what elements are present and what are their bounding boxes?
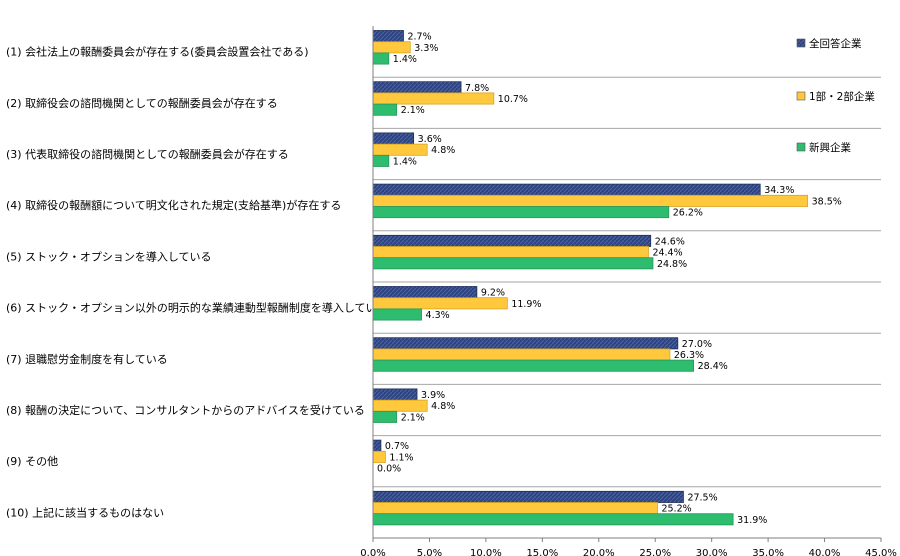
- category-label: (9) その他: [6, 455, 58, 468]
- data-label: 10.7%: [498, 94, 528, 105]
- category-label: (6) ストック・オプション以外の明示的な業績連動型報酬制度を導入している: [6, 301, 388, 315]
- bar: [372, 257, 654, 270]
- bar: [372, 450, 386, 463]
- bar: [372, 502, 658, 515]
- bar: [372, 490, 684, 503]
- data-label: 7.8%: [465, 83, 489, 94]
- data-label: 0.0%: [377, 464, 401, 475]
- x-tick-label: 5.0%: [417, 548, 442, 556]
- bar: [372, 30, 404, 43]
- data-label: 31.9%: [737, 515, 767, 526]
- data-label: 11.9%: [511, 299, 541, 310]
- data-label: 3.3%: [414, 43, 438, 54]
- bar: [372, 234, 652, 247]
- bar: [372, 388, 418, 401]
- x-tick-label: 0.0%: [360, 548, 385, 556]
- data-label: 25.2%: [661, 504, 691, 515]
- bar: [372, 348, 671, 361]
- data-label: 3.6%: [418, 134, 442, 145]
- x-tick-label: 30.0%: [696, 548, 728, 556]
- category-labels: (1) 会社法上の報酬委員会が存在する(委員会設置会社である) (2) 取締役会の…: [6, 45, 388, 520]
- data-label: 0.7%: [385, 441, 409, 452]
- x-tick-label: 15.0%: [526, 548, 558, 556]
- data-label: 2.7%: [407, 32, 431, 43]
- bar: [372, 41, 411, 54]
- bar: [372, 513, 734, 526]
- data-label: 28.4%: [698, 361, 728, 372]
- bar: [372, 132, 415, 145]
- data-label: 4.8%: [431, 145, 455, 156]
- bar: [372, 81, 462, 94]
- bar: [372, 143, 428, 156]
- category-label: (3) 代表取締役の諮問機関としての報酬委員会が存在する: [6, 147, 289, 161]
- category-label: (5) ストック・オプションを導入している: [6, 249, 212, 263]
- value-labels: 2.7% 7.8% 3.6% 34.3% 24.6% 9.2% 27.0% 3.9% 0.7% 2…: [377, 32, 842, 526]
- category-label: (4) 取締役の報酬額について明文化された規定(支給基準)が存在する: [6, 198, 341, 212]
- bar: [372, 286, 478, 299]
- bar: [372, 206, 670, 219]
- category-label: (7) 退職慰労金制度を有している: [6, 352, 168, 366]
- category-label: (10) 上記に該当するものはない: [6, 505, 164, 519]
- legend-label: 新興企業: [809, 141, 851, 154]
- legend-swatch: [796, 142, 806, 152]
- data-label: 1.4%: [393, 156, 417, 167]
- data-label: 38.5%: [812, 196, 842, 207]
- x-tick-label: 25.0%: [639, 548, 671, 556]
- bar: [372, 154, 390, 167]
- bars: [372, 30, 809, 526]
- category-label: (2) 取締役会の諮問機関としての報酬委員会が存在する: [6, 96, 278, 110]
- x-tick-label: 40.0%: [809, 548, 841, 556]
- data-label: 4.8%: [431, 401, 455, 412]
- x-tick-label: 20.0%: [583, 548, 615, 556]
- x-tick-label: 45.0%: [865, 548, 897, 556]
- data-label: 26.2%: [673, 208, 703, 219]
- bar: [372, 246, 649, 259]
- data-label: 2.1%: [401, 412, 425, 423]
- data-label: 1.1%: [389, 452, 413, 463]
- bar: [372, 52, 390, 65]
- x-axis: 0.0% 5.0% 10.0% 15.0% 20.0% 25.0% 30.0% 35.0% 40…: [360, 26, 897, 556]
- data-label: 27.5%: [687, 492, 717, 503]
- data-label: 3.9%: [421, 390, 445, 401]
- x-tick-label: 10.0%: [470, 548, 502, 556]
- bar: [372, 194, 809, 207]
- data-label: 9.2%: [481, 288, 505, 299]
- legend-swatch: [796, 38, 806, 48]
- bar: [372, 439, 382, 452]
- data-label: 1.4%: [393, 54, 417, 65]
- bar: [372, 337, 679, 350]
- x-tick-label: 35.0%: [752, 548, 784, 556]
- data-label: 34.3%: [764, 185, 794, 196]
- legend-label: 全回答企業: [809, 37, 862, 50]
- bar: [372, 359, 695, 372]
- data-label: 24.8%: [657, 259, 687, 270]
- legend-label: 1部・2部企業: [809, 90, 875, 103]
- legend-swatch: [796, 91, 806, 101]
- bar: [372, 183, 761, 196]
- data-label: 24.4%: [652, 248, 682, 259]
- data-label: 2.1%: [401, 105, 425, 116]
- bar: [372, 297, 508, 310]
- bar: [372, 308, 422, 321]
- bar: [372, 92, 495, 105]
- data-label: 4.3%: [426, 310, 450, 321]
- category-separators: [373, 76, 881, 488]
- data-label: 24.6%: [655, 236, 685, 247]
- bar: [372, 410, 398, 423]
- data-label: 27.0%: [682, 339, 712, 350]
- category-label: (8) 報酬の決定について、コンサルタントからのアドバイスを受けている: [6, 403, 365, 417]
- category-label: (1) 会社法上の報酬委員会が存在する(委員会設置会社である): [6, 45, 309, 59]
- bar: [372, 399, 428, 412]
- bar: [372, 103, 398, 116]
- data-label: 26.3%: [674, 350, 704, 361]
